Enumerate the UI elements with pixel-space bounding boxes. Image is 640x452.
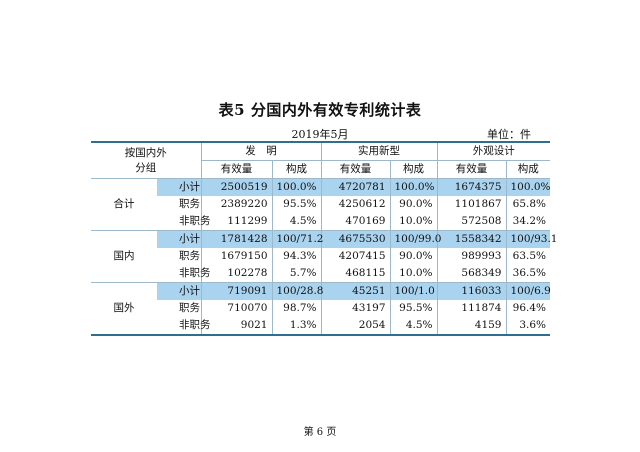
count-cell: 2500519 xyxy=(200,178,272,196)
count-cell: 710070 xyxy=(200,300,272,317)
share-cell: 5.7% xyxy=(271,265,321,283)
row-label: 职务 xyxy=(179,302,200,314)
count-cell: 1674375 xyxy=(436,178,506,196)
count-cell: 111874 xyxy=(436,300,506,317)
patent-statistics-table: 按国内外 分组 发 明 实用新型 外观设计 有效量 构成 有效量 构成 有效量 … xyxy=(91,141,557,336)
row-label: 职务 xyxy=(179,250,200,262)
share-cell: 95.5% xyxy=(389,300,437,317)
count-cell: 102278 xyxy=(200,265,272,283)
count-cell: 568349 xyxy=(436,265,506,283)
group-label: 合计 xyxy=(91,178,157,231)
count-cell: 1558342 xyxy=(436,230,506,248)
count-cell: 719091 xyxy=(200,282,272,300)
report-date: 2019年5月 xyxy=(291,128,349,141)
share-cell: 34.2% xyxy=(505,213,550,231)
share-cell: 4.5% xyxy=(389,317,437,336)
share-cell: 10.0% xyxy=(389,265,437,283)
row-label: 非职务 xyxy=(157,213,211,231)
share-cell: 1.3% xyxy=(271,317,321,336)
count-cell: 989993 xyxy=(436,248,506,265)
row-label: 职务 xyxy=(179,198,200,210)
count-cell: 9021 xyxy=(200,317,272,336)
share-cell: 96.4% xyxy=(505,300,550,317)
subcolumn-header: 有效量 xyxy=(320,160,390,179)
count-cell: 4720781 xyxy=(320,178,390,196)
subcolumn-header: 构成 xyxy=(389,160,437,179)
category-header: 外观设计 xyxy=(436,141,550,161)
row-label: 小计 xyxy=(157,282,201,300)
row-label: 非职务 xyxy=(157,265,211,283)
count-cell: 1679150 xyxy=(200,248,272,265)
share-cell: 4.5% xyxy=(271,213,321,231)
count-cell: 4159 xyxy=(436,317,506,336)
subcolumn-header: 有效量 xyxy=(200,160,272,179)
row-label: 小计 xyxy=(157,178,201,196)
share-cell: 100/28.8 xyxy=(271,282,323,300)
table-row: 非职务 9021 1.3% 2054 4.5% 4159 3.6% xyxy=(91,317,550,336)
share-cell: 100/1.0 xyxy=(389,282,437,300)
count-cell: 43197 xyxy=(320,300,390,317)
count-cell: 470169 xyxy=(320,213,390,231)
share-cell: 90.0% xyxy=(389,196,437,213)
count-cell: 2054 xyxy=(320,317,390,336)
share-cell: 63.5% xyxy=(505,248,550,265)
table-row: 国内 小计 1781428 100/71.2 4675530 100/99.0 155834… xyxy=(91,230,557,283)
count-cell: 4207415 xyxy=(320,248,390,265)
share-cell: 100.0% xyxy=(271,178,321,196)
share-cell: 100/6.9 xyxy=(505,282,551,300)
group-label: 国外 xyxy=(91,282,157,336)
share-cell: 65.8% xyxy=(505,196,550,213)
subcolumn-header: 构成 xyxy=(271,160,321,179)
category-header: 发 明 xyxy=(200,141,321,161)
unit-label: 单位：件 xyxy=(487,128,531,141)
row-label: 小计 xyxy=(157,230,201,248)
share-cell: 100/93.1 xyxy=(505,230,557,248)
table-row: 非职务 111299 4.5% 470169 10.0% 572508 34.2% xyxy=(91,213,550,231)
count-cell: 4250612 xyxy=(320,196,390,213)
count-cell: 572508 xyxy=(436,213,506,231)
share-cell: 100/71.2 xyxy=(271,230,323,248)
subcolumn-header: 有效量 xyxy=(436,160,506,179)
share-cell: 95.5% xyxy=(271,196,321,213)
count-cell: 116033 xyxy=(436,282,506,300)
group-column-header: 按国内外 分组 xyxy=(91,141,201,179)
share-cell: 10.0% xyxy=(389,213,437,231)
share-cell: 90.0% xyxy=(389,248,437,265)
share-cell: 100/99.0 xyxy=(389,230,441,248)
table-row: 合计 小计 2500519 100.0% 4720781 100.0% 1674375 100… xyxy=(91,178,551,231)
count-cell: 4675530 xyxy=(320,230,390,248)
share-cell: 94.3% xyxy=(271,248,321,265)
share-cell: 36.5% xyxy=(505,265,550,283)
table-row: 职务 2389220 95.5% 4250612 90.0% 1101867 65.8% xyxy=(91,196,550,213)
table-row: 职务 1679150 94.3% 4207415 90.0% 989993 63.5% xyxy=(91,248,550,265)
count-cell: 111299 xyxy=(200,213,272,231)
count-cell: 2389220 xyxy=(200,196,272,213)
count-cell: 1101867 xyxy=(436,196,506,213)
share-cell: 3.6% xyxy=(505,317,550,336)
page-number: 第 6 页 xyxy=(303,427,337,438)
row-label: 非职务 xyxy=(157,317,211,336)
count-cell: 468115 xyxy=(320,265,390,283)
table-row: 非职务 102278 5.7% 468115 10.0% 568349 36.5% xyxy=(91,265,550,283)
category-header: 实用新型 xyxy=(320,141,437,161)
page-title: 表5 分国内外有效专利统计表 xyxy=(218,101,422,119)
share-cell: 100.0% xyxy=(505,178,551,196)
share-cell: 100.0% xyxy=(389,178,437,196)
share-cell: 98.7% xyxy=(271,300,321,317)
table-row: 国外 小计 719091 100/28.8 45251 100/1.0 116033 100/… xyxy=(91,282,551,336)
count-cell: 1781428 xyxy=(200,230,272,248)
table-row: 职务 710070 98.7% 43197 95.5% 111874 96.4% xyxy=(91,300,550,317)
count-cell: 45251 xyxy=(320,282,390,300)
subcolumn-header: 构成 xyxy=(505,160,550,179)
table-body: 合计 小计 2500519 100.0% 4720781 100.0% 1674375 100… xyxy=(91,178,557,336)
group-label: 国内 xyxy=(91,230,157,283)
